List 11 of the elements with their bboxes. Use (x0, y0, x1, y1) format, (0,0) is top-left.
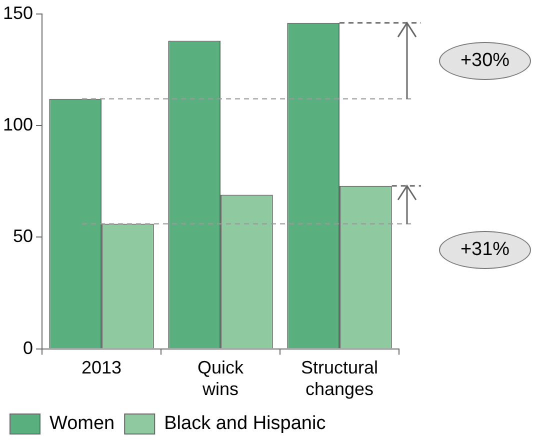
y-tick-label: 100 (2, 114, 34, 135)
legend-label: Women (50, 413, 115, 434)
x-tick-label: Structural changes (300, 358, 378, 400)
legend-label: Black and Hispanic (164, 413, 326, 434)
text: +31% (439, 230, 531, 269)
text: +30% (439, 42, 531, 80)
x-tick-label: Quick wins (198, 358, 245, 400)
x-tick-label: 2013 (82, 358, 122, 378)
y-tick-label: 0 (23, 338, 34, 358)
y-tick-label: 50 (13, 226, 34, 246)
y-tick-label: 150 (2, 2, 34, 23)
